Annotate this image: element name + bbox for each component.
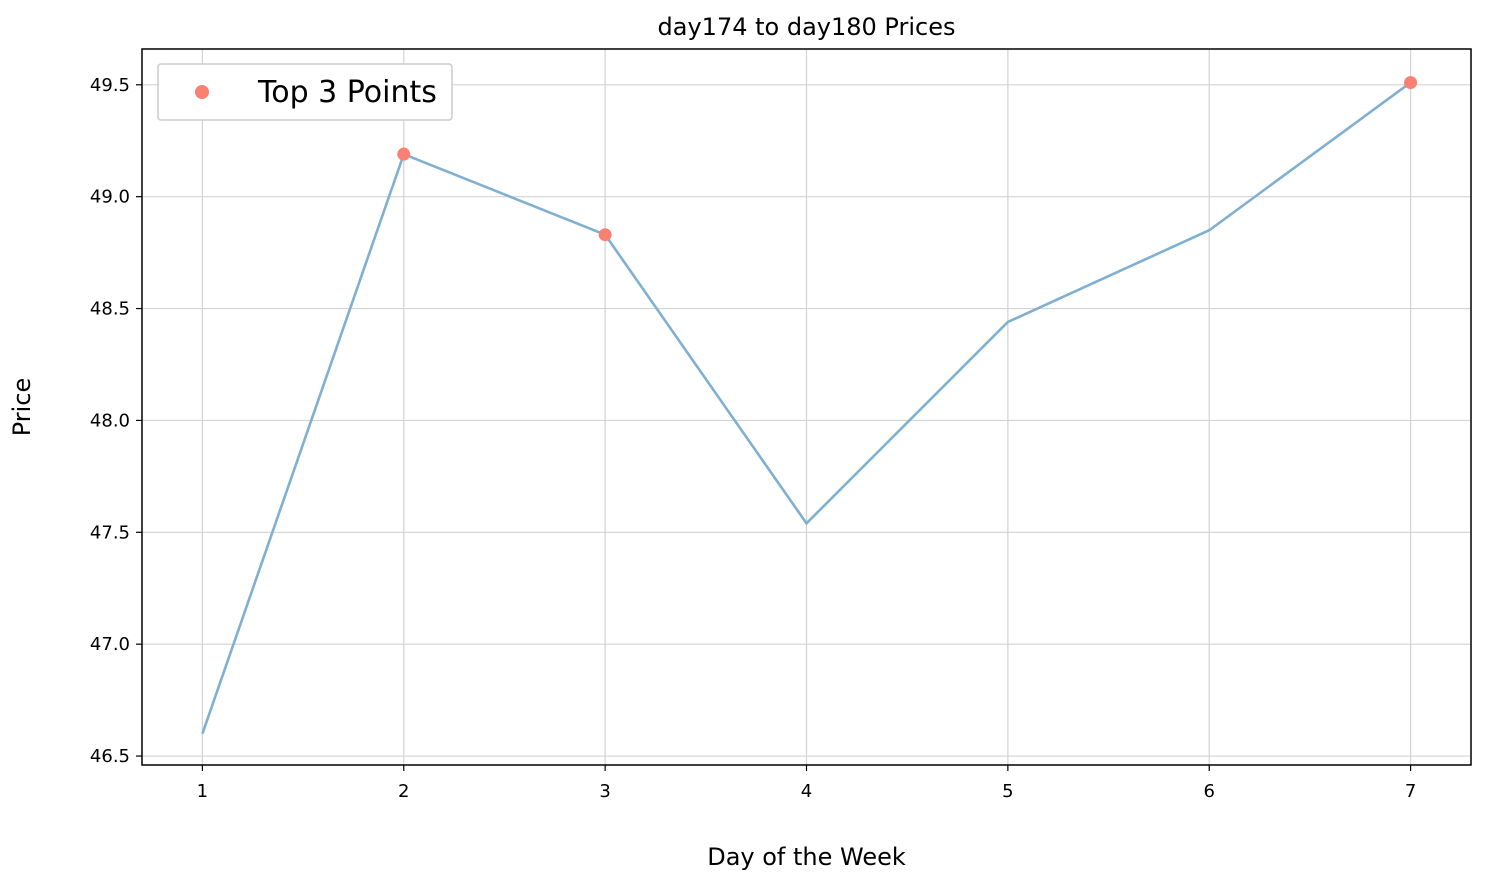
y-tick-label: 47.5: [90, 522, 130, 543]
top-point-marker: [397, 147, 411, 161]
x-tick-label: 1: [197, 781, 208, 802]
x-tick-label: 3: [599, 781, 610, 802]
x-tick-label: 5: [1002, 781, 1013, 802]
legend: Top 3 Points: [157, 63, 453, 121]
top-point-marker: [598, 228, 612, 242]
chart-title: day174 to day180 Prices: [658, 13, 956, 41]
y-tick-label: 48.0: [90, 410, 130, 431]
top-point-marker: [1404, 76, 1418, 90]
x-tick-label: 4: [801, 781, 812, 802]
y-tick-label: 49.0: [90, 187, 130, 208]
tick-layer: 1 2 3 4 5 6 7 46.5 47.0 47.5 48.0 48.5 49.0 49.5: [90, 75, 1416, 802]
legend-marker: [195, 85, 209, 99]
x-axis-title: Day of the Week: [707, 843, 906, 871]
y-tick-label: 48.5: [90, 299, 130, 320]
grid-layer: [142, 49, 1471, 765]
legend-box: [157, 63, 453, 121]
legend-label: Top 3 Points: [257, 75, 437, 110]
y-tick-label: 47.0: [90, 634, 130, 655]
y-tick-label: 46.5: [90, 746, 130, 767]
y-tick-label: 49.5: [90, 75, 130, 96]
x-tick-label: 7: [1405, 781, 1416, 802]
series-layer: [201, 76, 1418, 735]
y-axis-title: Price: [8, 378, 36, 437]
x-tick-label: 2: [398, 781, 409, 802]
x-tick-label: 6: [1204, 781, 1215, 802]
